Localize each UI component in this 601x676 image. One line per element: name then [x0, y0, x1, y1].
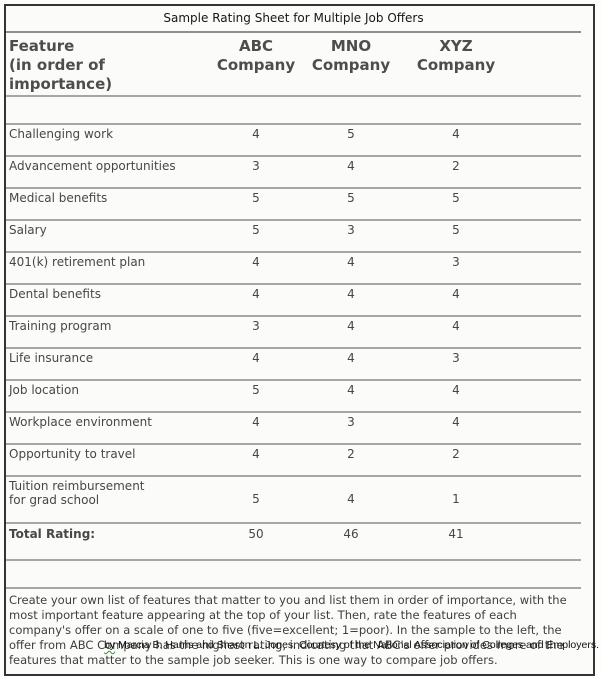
rating-table: Feature (in order of importance) ABC Com…: [6, 33, 581, 674]
rating-cell-xyz: 3: [401, 347, 511, 380]
rating-cell-abc: 4: [211, 443, 301, 476]
column-header-abc: ABC Company: [211, 33, 301, 96]
header-row: Feature (in order of importance) ABC Com…: [6, 33, 581, 96]
rating-cell-xyz: 2: [401, 443, 511, 476]
feature-cell: Workplace environment: [6, 411, 211, 444]
company-name: ABC: [238, 37, 274, 55]
rating-sheet: Sample Rating Sheet for Multiple Job Off…: [4, 4, 595, 676]
explanation-text: Create your own list of features that ma…: [9, 593, 567, 667]
rating-cell-mno: 3: [301, 219, 401, 252]
table-row-job-location: Job location 5 4 4: [6, 379, 581, 412]
table-row-life-insurance: Life insurance 4 4 3: [6, 347, 581, 380]
table-row-dental-benefits: Dental benefits 4 4 4: [6, 283, 581, 316]
table-row-advancement: Advancement opportunities 3 4 2: [6, 155, 581, 188]
rating-cell-abc: 5: [211, 475, 301, 523]
table-row-workplace-environment: Workplace environment 4 3 4: [6, 411, 581, 444]
feature-cell: Salary: [6, 219, 211, 252]
table-row-training-program: Training program 3 4 4: [6, 315, 581, 348]
explanation-row: Create your own list of features that ma…: [6, 587, 581, 674]
feature-cell: Medical benefits: [6, 187, 211, 220]
rating-cell-mno: 4: [301, 379, 401, 412]
feature-cell: Challenging work: [6, 123, 211, 156]
feature-cell: Tuition reimbursement for grad school: [6, 475, 211, 523]
rating-cell-mno: 4: [301, 251, 401, 284]
attribution-credit: Marcia B. Harris and Sharon L. Jones. Co…: [115, 639, 599, 651]
sheet-title: Sample Rating Sheet for Multiple Job Off…: [6, 6, 581, 33]
company-word: Company: [216, 56, 296, 74]
rating-cell-mno: 4: [301, 283, 401, 316]
rating-cell-xyz: 4: [401, 315, 511, 348]
rating-cell-mno: 3: [301, 411, 401, 444]
table-row-401k: 401(k) retirement plan 4 4 3: [6, 251, 581, 284]
feature-line2: for grad school: [9, 493, 100, 507]
feature-cell: Job location: [6, 379, 211, 412]
blank-header-cell: [511, 33, 581, 96]
feature-cell: Dental benefits: [6, 283, 211, 316]
company-word: Company: [311, 56, 391, 74]
rating-cell-mno: 5: [301, 123, 401, 156]
total-label: Total Rating:: [6, 522, 211, 560]
spacer-row: [6, 559, 581, 588]
feature-header-line2: (in order of importance): [9, 56, 113, 93]
rating-cell-abc: 4: [211, 251, 301, 284]
table-row-challenging-work: Challenging work 4 5 4: [6, 123, 581, 156]
company-word: Company: [416, 56, 496, 74]
rating-cell-abc: 3: [211, 155, 301, 188]
rating-cell-abc: 4: [211, 283, 301, 316]
table-row-opportunity-to-travel: Opportunity to travel 4 2 2: [6, 443, 581, 476]
rating-cell-abc: 5: [211, 379, 301, 412]
column-header-xyz: XYZ Company: [401, 33, 511, 96]
rating-cell-xyz: 4: [401, 379, 511, 412]
total-rating-row: Total Rating: 50 46 41: [6, 522, 581, 560]
rating-cell-abc: 4: [211, 411, 301, 444]
company-name: MNO: [330, 37, 372, 55]
table-row-medical-benefits: Medical benefits 5 5 5: [6, 187, 581, 220]
table-row-tuition-reimbursement: Tuition reimbursement for grad school 5 …: [6, 475, 581, 523]
feature-cell: 401(k) retirement plan: [6, 251, 211, 284]
feature-cell: Training program: [6, 315, 211, 348]
rating-cell-mno: 5: [301, 187, 401, 220]
feature-cell: Life insurance: [6, 347, 211, 380]
rating-cell-xyz: 1: [401, 475, 511, 523]
feature-header-line1: Feature: [9, 37, 75, 55]
total-xyz: 41: [401, 522, 511, 560]
rating-cell-xyz: 3: [401, 251, 511, 284]
attribution-by-word: by: [104, 639, 116, 651]
feature-cell: Opportunity to travel: [6, 443, 211, 476]
rating-cell-mno: 4: [301, 155, 401, 188]
rating-cell-mno: 2: [301, 443, 401, 476]
rating-cell-xyz: 4: [401, 123, 511, 156]
rating-cell-abc: 4: [211, 347, 301, 380]
rating-cell-xyz: 4: [401, 283, 511, 316]
spacer-row: [6, 95, 581, 124]
company-name: XYZ: [439, 37, 473, 55]
attribution-line: by Marcia B. Harris and Sharon L. Jones.…: [104, 639, 599, 651]
rating-cell-mno: 4: [301, 315, 401, 348]
feature-cell: Advancement opportunities: [6, 155, 211, 188]
rating-cell-xyz: 2: [401, 155, 511, 188]
rating-cell-mno: 4: [301, 347, 401, 380]
rating-cell-abc: 5: [211, 187, 301, 220]
rating-cell-abc: 5: [211, 219, 301, 252]
column-header-mno: MNO Company: [301, 33, 401, 96]
rating-cell-xyz: 5: [401, 219, 511, 252]
total-abc: 50: [211, 522, 301, 560]
rating-cell-xyz: 5: [401, 187, 511, 220]
rating-cell-abc: 4: [211, 123, 301, 156]
table-row-salary: Salary 5 3 5: [6, 219, 581, 252]
feature-line1: Tuition reimbursement: [9, 479, 145, 493]
feature-column-header: Feature (in order of importance): [6, 33, 211, 96]
rating-cell-abc: 3: [211, 315, 301, 348]
rating-cell-mno: 4: [301, 475, 401, 523]
total-mno: 46: [301, 522, 401, 560]
rating-cell-xyz: 4: [401, 411, 511, 444]
